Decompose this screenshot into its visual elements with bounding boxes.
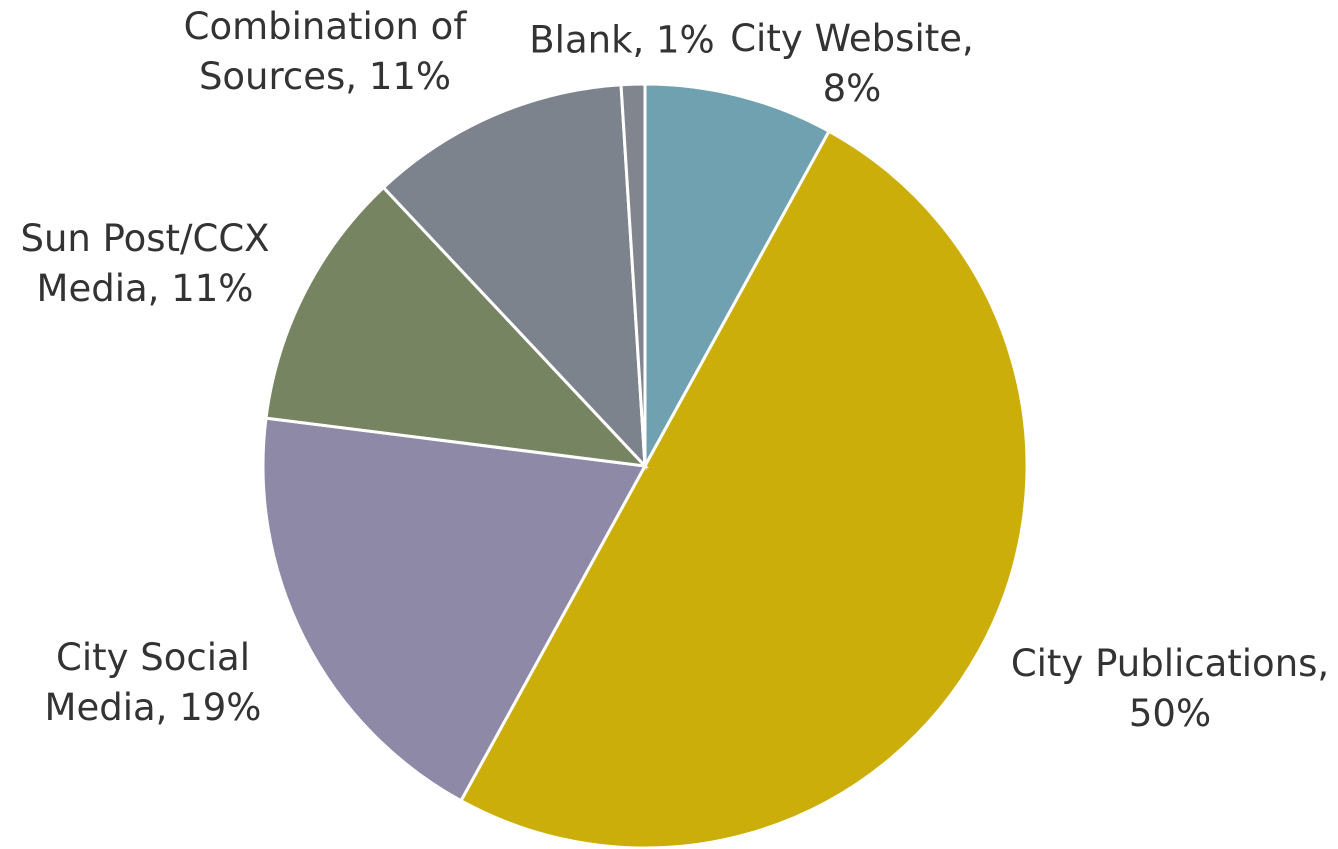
pie-slice	[458, 129, 1029, 849]
pie-slice	[619, 82, 647, 467]
data-label: Blank, 1%	[529, 19, 714, 62]
data-label: Combination of Sources, 11%	[184, 5, 468, 98]
pie-slice	[643, 82, 832, 467]
pie-slice	[381, 83, 647, 471]
pie-slice	[264, 185, 649, 469]
data-label: Sun Post/CCX Media, 11%	[20, 217, 269, 310]
data-label: City Social Media, 19%	[45, 636, 262, 729]
data-label: City Website, 8%	[730, 17, 974, 110]
pie-slice	[261, 416, 648, 803]
data-label: City Publications, 50%	[1011, 642, 1329, 735]
